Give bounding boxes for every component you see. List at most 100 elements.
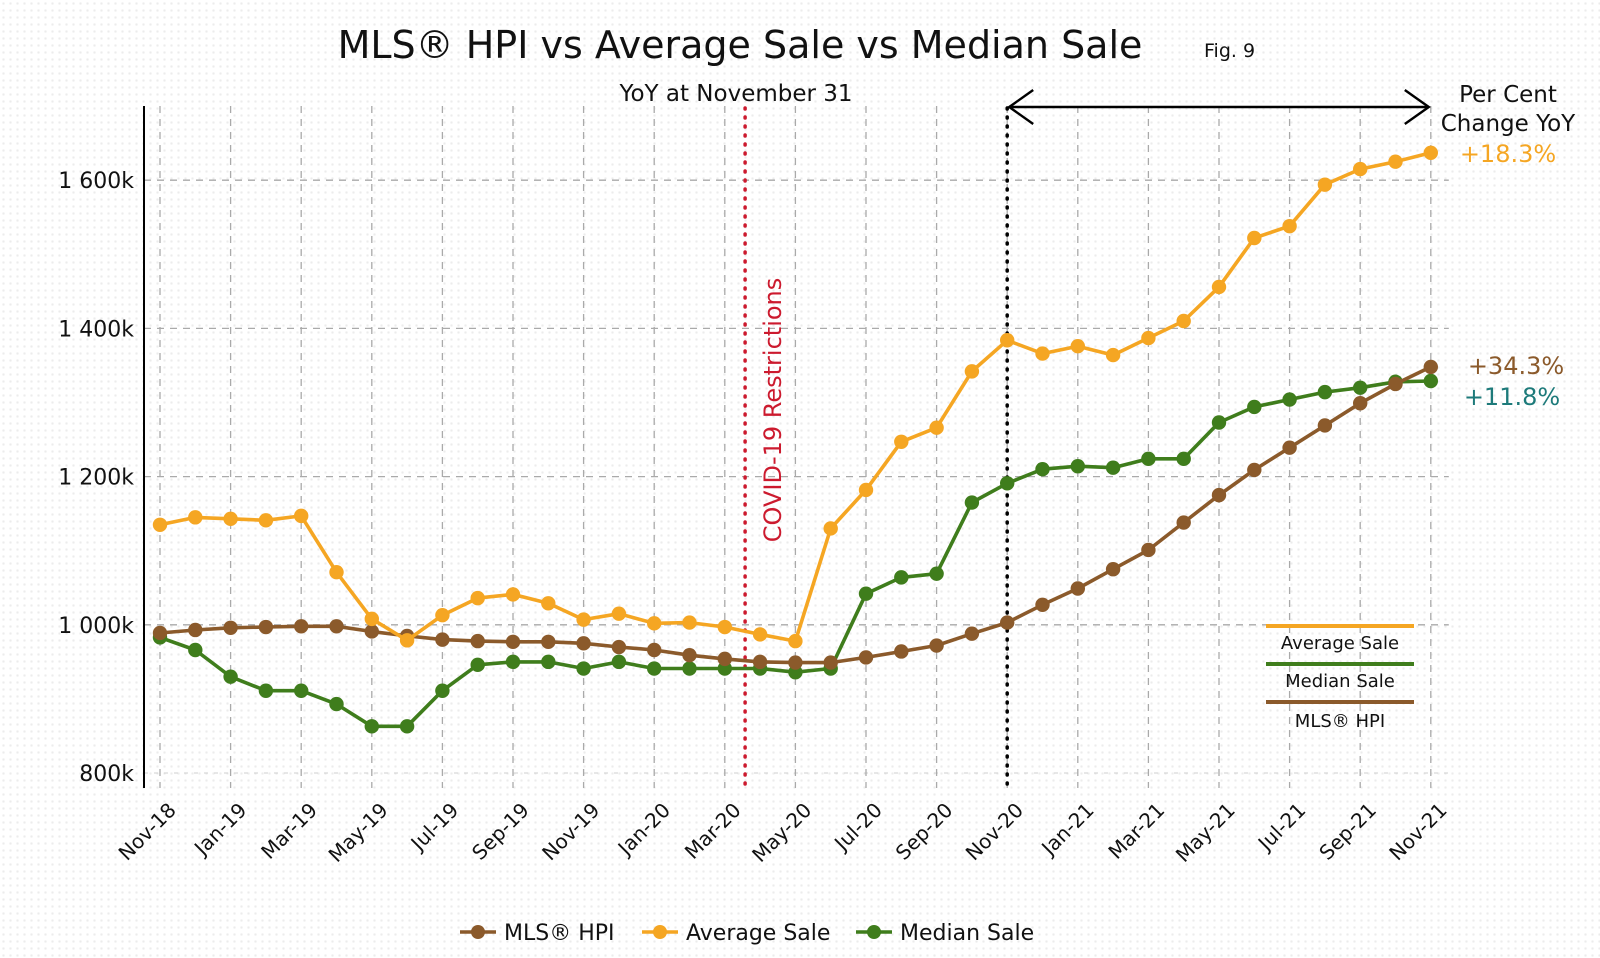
x-tick-label: Jan-20 (612, 798, 675, 861)
data-point-hpi (576, 636, 591, 651)
legend-swatch-dot (653, 925, 667, 939)
data-point-median (1035, 461, 1050, 477)
x-tick-label: Nov-20 (961, 798, 1028, 865)
inner-legend-hpi: MLS® HPI (1295, 711, 1385, 732)
x-tick-label: Jul-19 (405, 798, 464, 857)
data-point-hpi (682, 647, 697, 663)
data-point-median (1211, 415, 1227, 430)
data-point-average (1141, 330, 1156, 346)
data-point-median (505, 654, 521, 670)
data-point-median (1353, 380, 1368, 395)
data-point-median (964, 495, 980, 510)
data-point-hpi (964, 626, 980, 641)
y-tick-label: 800k (79, 762, 134, 787)
data-point-median (1105, 460, 1121, 475)
data-point-median (258, 683, 274, 698)
x-tick-label: Jan-21 (1035, 798, 1098, 861)
data-point-hpi (329, 619, 344, 634)
data-point-average (470, 590, 485, 606)
data-point-average (1282, 218, 1297, 234)
data-point-median (294, 683, 309, 698)
data-point-median (858, 586, 874, 601)
data-point-average (788, 633, 803, 649)
chart-subtitle: YoY at November 31 (618, 81, 852, 107)
data-point-hpi (1000, 615, 1015, 630)
data-point-median (894, 570, 909, 585)
data-point-median (1000, 476, 1015, 491)
data-point-hpi (294, 619, 309, 634)
data-point-average (505, 587, 521, 602)
data-point-hpi (1211, 487, 1227, 503)
data-point-hpi (823, 655, 838, 670)
series-average (152, 145, 1439, 649)
data-point-average (682, 615, 697, 630)
data-point-hpi (435, 632, 450, 647)
per-cent-label-line1: Per Cent (1459, 82, 1557, 108)
arrow-head-left (1007, 89, 1034, 125)
x-tick-label: Jan-19 (188, 798, 251, 861)
grid-lines (144, 106, 1449, 788)
arrow-head-right (1404, 89, 1431, 125)
data-point-average (1035, 346, 1050, 361)
x-tick-label: Nov-18 (114, 798, 181, 865)
data-point-hpi (1388, 376, 1403, 392)
data-point-hpi (541, 634, 556, 650)
data-point-median (399, 719, 415, 734)
data-point-average (717, 619, 732, 635)
data-point-hpi (611, 639, 627, 655)
pct-hpi-label: +34.3% (1468, 352, 1564, 380)
chart-title: MLS® HPI vs Average Sale vs Median Sale (338, 23, 1143, 67)
pct-median-label: +11.8% (1464, 383, 1560, 411)
y-tick-label: 1 400k (58, 317, 134, 342)
bottom-legend: MLS® HPI Average Sale Median Sale (460, 921, 1034, 946)
x-tick-label: Mar-20 (680, 798, 746, 864)
data-point-median (647, 661, 662, 676)
y-axis-ticks: 800k 1 000k 1 200k 1 400k 1 600k (58, 169, 134, 787)
data-point-median (223, 669, 238, 684)
data-point-hpi (894, 644, 909, 659)
data-point-average (611, 606, 627, 621)
data-point-median (188, 642, 203, 658)
data-point-average (752, 627, 768, 642)
legend-item-median: Median Sale (856, 921, 1034, 946)
data-point-hpi (752, 654, 768, 670)
legend-item-average: Average Sale (642, 921, 830, 946)
data-point-median (470, 657, 485, 673)
data-point-median (364, 719, 379, 734)
data-point-hpi (1317, 418, 1333, 433)
legend-label: Median Sale (900, 921, 1034, 946)
data-point-hpi (1282, 440, 1297, 455)
data-point-median (435, 683, 450, 698)
data-point-median (1070, 459, 1086, 474)
data-point-average (364, 611, 379, 627)
data-point-average (435, 607, 450, 623)
series-hpi (152, 359, 1439, 670)
per-cent-label-line2: Change YoY (1441, 111, 1576, 137)
data-point-hpi (1423, 359, 1439, 375)
data-point-average (294, 508, 309, 524)
data-point-average (1211, 279, 1227, 295)
data-point-median (1423, 373, 1439, 389)
legend-item-hpi: MLS® HPI (460, 921, 615, 946)
data-point-average (399, 633, 415, 648)
data-point-average (964, 364, 980, 379)
x-tick-label: Jul-21 (1252, 798, 1311, 857)
data-point-hpi (1247, 462, 1262, 478)
data-point-hpi (258, 619, 274, 635)
data-point-average (823, 521, 838, 536)
data-point-hpi (1035, 597, 1050, 612)
x-tick-label: Mar-21 (1103, 798, 1169, 864)
x-tick-label: Nov-21 (1384, 798, 1451, 865)
x-tick-label: Sep-20 (891, 798, 958, 865)
data-point-average (576, 612, 591, 627)
data-point-average (1317, 177, 1333, 192)
data-point-average (1353, 161, 1368, 177)
data-point-average (929, 420, 944, 435)
data-point-average (1247, 230, 1262, 246)
data-point-hpi (223, 620, 238, 635)
x-tick-label: May-21 (1171, 798, 1240, 867)
x-tick-label: Jul-20 (828, 798, 887, 857)
x-tick-label: May-19 (324, 798, 393, 867)
legend-swatch-dot (471, 925, 485, 939)
legend-label: Average Sale (686, 921, 830, 946)
